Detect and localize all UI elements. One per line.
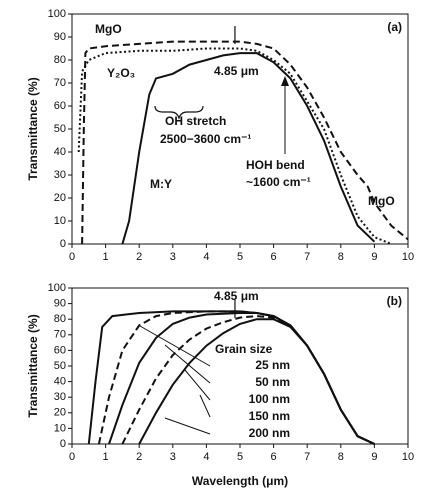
y-tick-label: 80 <box>54 313 66 325</box>
y-tick-label: 20 <box>54 407 66 419</box>
panel-label: (a) <box>387 20 402 34</box>
series-line <box>138 318 375 445</box>
y-tick-label: 100 <box>48 8 66 20</box>
x-tick-label: 5 <box>237 451 243 463</box>
y-tick-label: 30 <box>54 391 66 403</box>
y-tick-label: 50 <box>54 123 66 135</box>
legend-label: 100 nm <box>249 392 290 406</box>
series-line <box>77 47 392 245</box>
x-tick-label: 0 <box>69 251 75 263</box>
annotation: 4.85 μm <box>214 289 259 303</box>
y-tick-label: 70 <box>54 329 66 341</box>
x-tick-label: 2 <box>136 251 142 263</box>
legend-label: 150 nm <box>249 409 290 423</box>
x-tick-label: 9 <box>371 251 377 263</box>
x-tick-label: 2 <box>136 451 142 463</box>
legend-title: Grain size <box>215 342 273 356</box>
x-tick-label: 1 <box>103 251 109 263</box>
x-tick-label: 6 <box>271 451 277 463</box>
annotation: M:Y <box>150 177 172 191</box>
annotation: OH stretch <box>165 114 226 128</box>
x-tick-label: 0 <box>69 451 75 463</box>
annotation: MgO <box>368 194 395 208</box>
panel-label: (b) <box>387 294 402 308</box>
x-axis-label: Wavelength (μm) <box>192 474 288 488</box>
series-line <box>87 310 375 445</box>
y-tick-label: 10 <box>54 422 66 434</box>
annotation: Y₂O₃ <box>107 66 135 80</box>
y-tick-label: 100 <box>48 282 66 294</box>
y-tick-label: 20 <box>54 192 66 204</box>
y-tick-label: 0 <box>60 238 66 250</box>
legend-label: 200 nm <box>249 426 290 440</box>
brace <box>154 105 204 120</box>
y-tick-label: 40 <box>54 146 66 158</box>
y-axis-label: Transmittance (%) <box>26 77 40 180</box>
x-tick-label: 9 <box>371 451 377 463</box>
x-tick-label: 1 <box>103 451 109 463</box>
annotation: 4.85 μm <box>214 64 259 78</box>
x-tick-label: 3 <box>170 451 176 463</box>
y-tick-label: 0 <box>60 438 66 450</box>
series-line <box>121 52 376 245</box>
x-tick-label: 6 <box>271 251 277 263</box>
y-axis-label: Transmittance (%) <box>26 314 40 417</box>
annotation: MgO <box>95 22 122 36</box>
y-tick-label: 60 <box>54 344 66 356</box>
y-tick-label: 90 <box>54 298 66 310</box>
y-tick-label: 30 <box>54 169 66 181</box>
series-line <box>81 40 409 245</box>
y-tick-label: 10 <box>54 215 66 227</box>
y-tick-label: 50 <box>54 360 66 372</box>
x-tick-label: 8 <box>338 451 344 463</box>
legend-label: 25 nm <box>255 358 290 372</box>
legend-label: 50 nm <box>255 375 290 389</box>
annotation: 2500−3600 cm⁻¹ <box>160 132 251 146</box>
plot-frame <box>71 13 409 245</box>
y-tick-label: 80 <box>54 54 66 66</box>
x-tick-label: 7 <box>304 451 310 463</box>
x-tick-label: 10 <box>402 451 414 463</box>
x-tick-label: 3 <box>170 251 176 263</box>
arrow-head <box>281 76 289 86</box>
x-tick-label: 10 <box>402 251 414 263</box>
annotation: ~1600 cm⁻¹ <box>246 175 311 189</box>
series-line <box>97 310 375 445</box>
x-tick-label: 4 <box>203 251 209 263</box>
y-tick-label: 90 <box>54 31 66 43</box>
leader-lines <box>139 325 211 435</box>
x-tick-label: 5 <box>237 251 243 263</box>
annotation: HOH bend <box>246 158 305 172</box>
y-tick-label: 60 <box>54 100 66 112</box>
x-tick-label: 4 <box>203 451 209 463</box>
y-tick-label: 40 <box>54 376 66 388</box>
x-tick-label: 7 <box>304 251 310 263</box>
x-tick-label: 8 <box>338 251 344 263</box>
y-tick-label: 70 <box>54 77 66 89</box>
